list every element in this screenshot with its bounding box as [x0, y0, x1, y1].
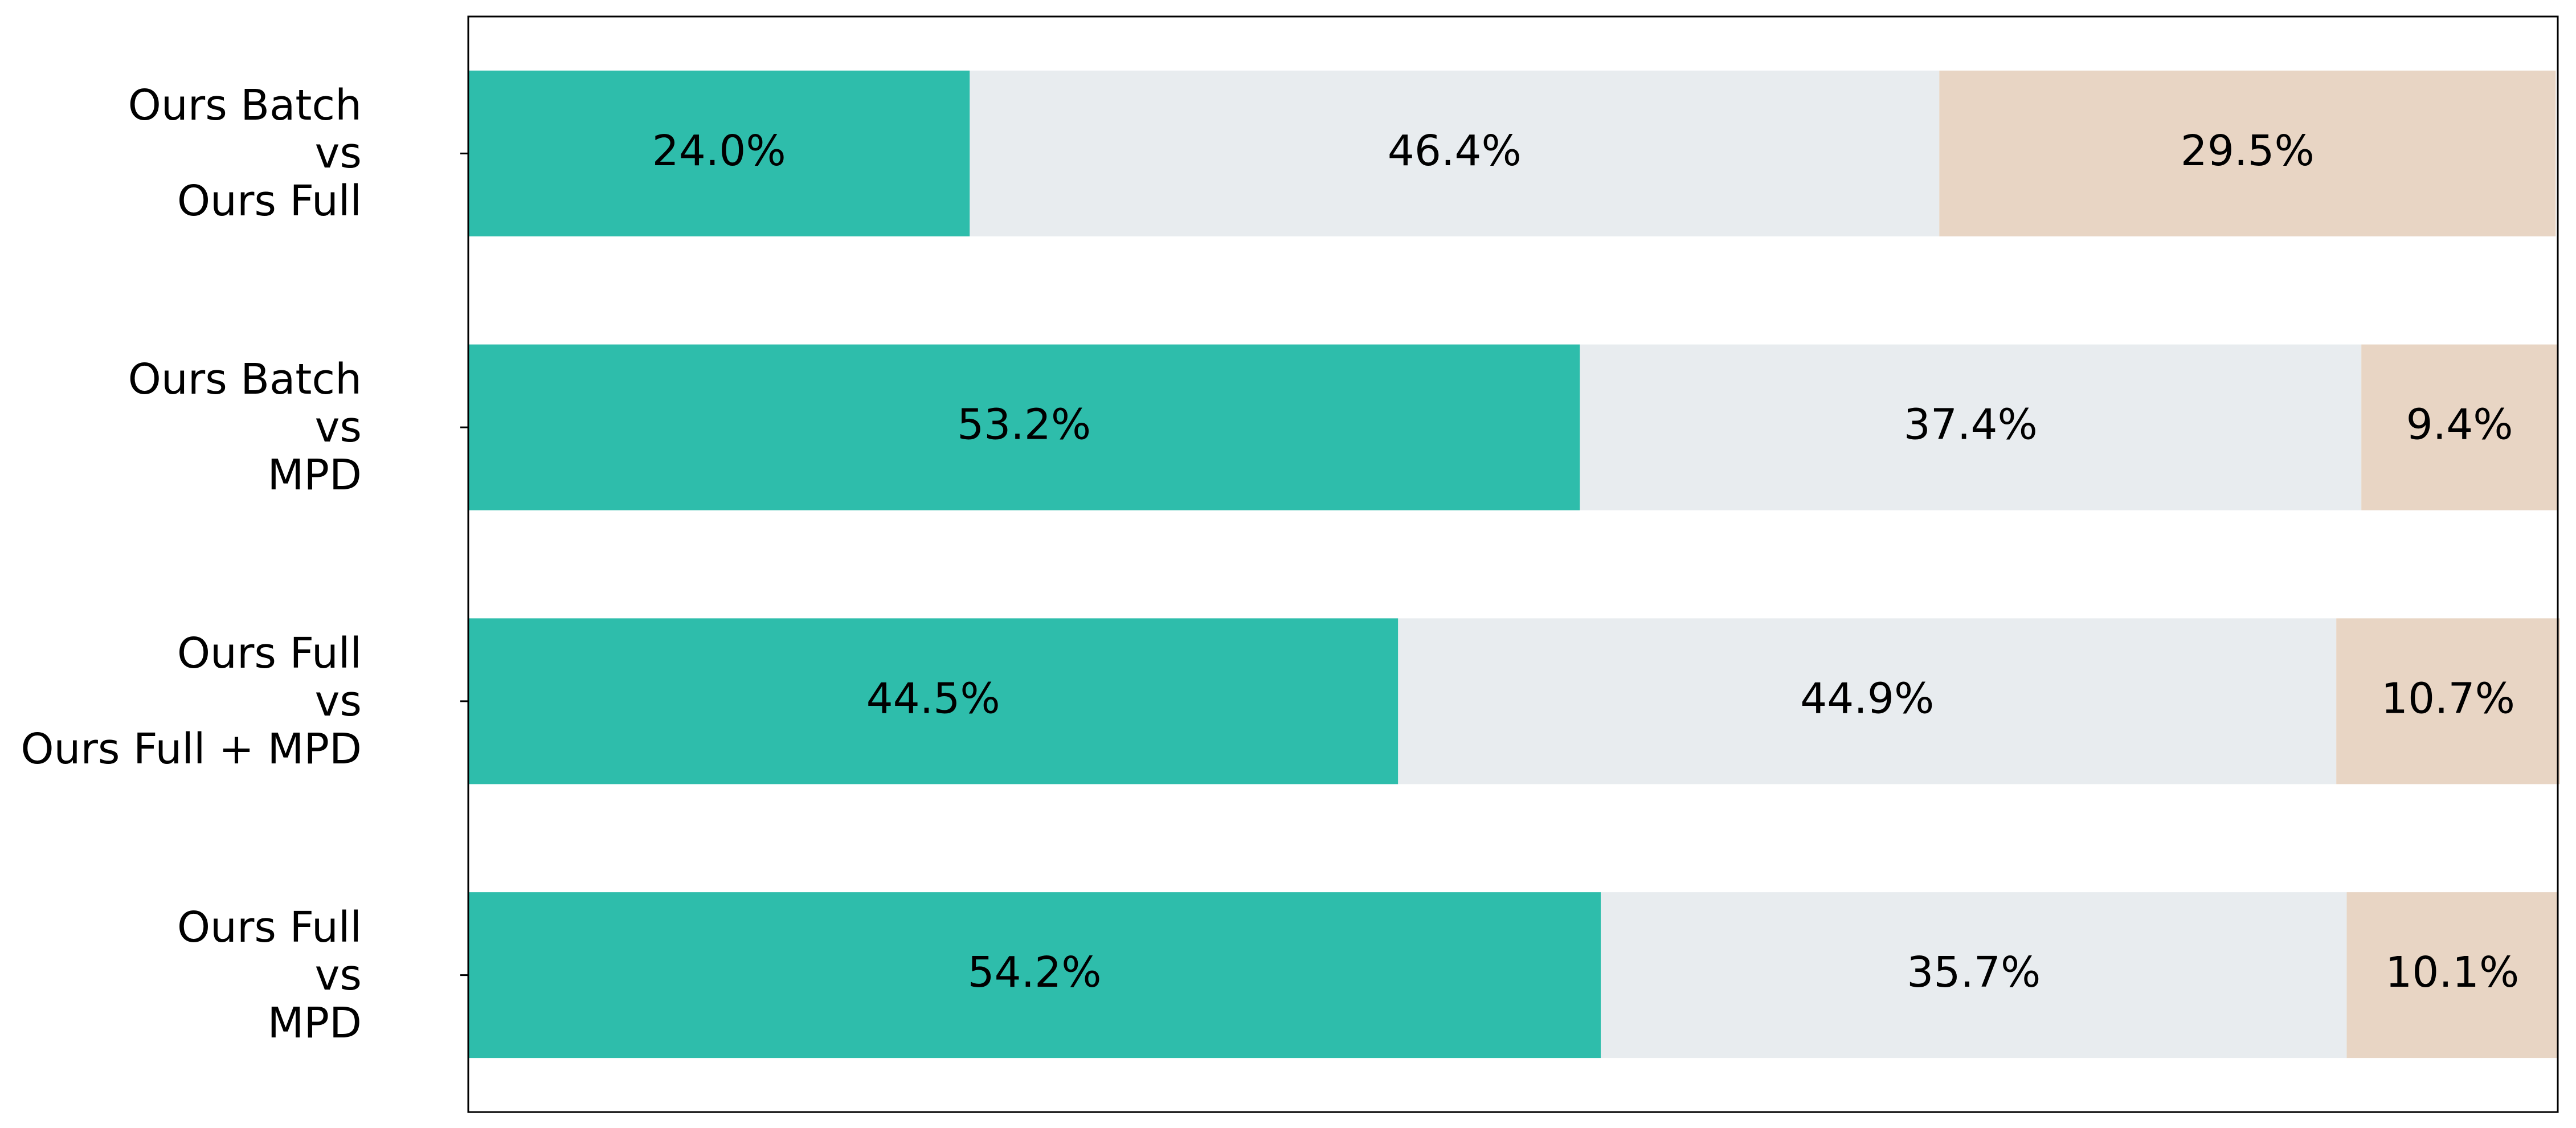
- y-tick-label: Ours Batch vs Ours Full: [128, 81, 362, 226]
- bar-segment: [2346, 892, 2558, 1058]
- y-tick-label: Ours Full vs MPD: [177, 902, 362, 1048]
- value-label: 9.4%: [2406, 400, 2513, 449]
- value-label: 44.5%: [866, 674, 1000, 723]
- bar-segment: [970, 70, 1940, 236]
- value-label: 44.9%: [1800, 674, 1934, 723]
- bar-segment: [468, 892, 1601, 1058]
- value-label: 35.7%: [1907, 948, 2041, 997]
- bar-segment: [468, 70, 970, 236]
- bar-segment: [1398, 618, 2337, 784]
- plot-frame: [467, 15, 2559, 1113]
- bar-segment: [1580, 344, 2362, 510]
- bar-segment: [2361, 344, 2558, 510]
- bar-segment: [468, 618, 1399, 784]
- bar-segment: [468, 344, 1580, 510]
- bar-segment: [1939, 70, 2556, 236]
- value-label: 37.4%: [1904, 400, 2038, 449]
- bar-segment: [1601, 892, 2347, 1058]
- value-label: 24.0%: [652, 126, 786, 175]
- value-label: 10.1%: [2385, 948, 2519, 997]
- bar-segment: [2336, 618, 2560, 784]
- value-label: 46.4%: [1388, 126, 1522, 175]
- value-label: 10.7%: [2381, 674, 2515, 723]
- y-tick-label: Ours Full vs Ours Full + MPD: [21, 628, 362, 774]
- y-tick-label: Ours Batch vs MPD: [128, 355, 362, 500]
- value-label: 54.2%: [967, 948, 1101, 997]
- value-label: 29.5%: [2181, 126, 2315, 175]
- value-label: 53.2%: [957, 400, 1091, 449]
